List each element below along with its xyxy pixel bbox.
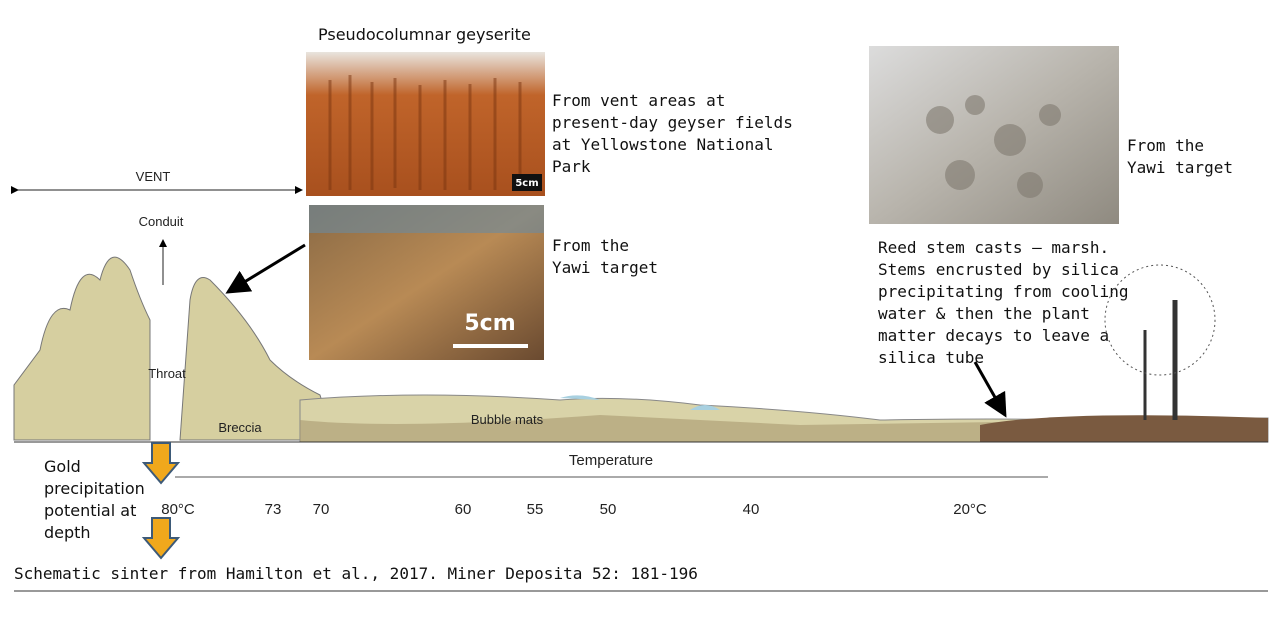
vent-left xyxy=(13,256,151,441)
note: at Yellowstone National xyxy=(552,135,774,154)
tick-label: 50 xyxy=(600,501,617,518)
scale-label: 5cm xyxy=(515,178,538,189)
note: water & then the plant xyxy=(878,304,1090,323)
tick-label: 80°C xyxy=(161,501,195,518)
note: silica tube xyxy=(878,348,984,367)
note: Stems encrusted by silica xyxy=(878,260,1119,279)
pointer-arrow xyxy=(225,243,306,294)
pools xyxy=(560,395,720,410)
down-arrow xyxy=(141,517,181,560)
tick-label: 60 xyxy=(455,501,472,518)
note: precipitation xyxy=(44,479,145,498)
tick-label: 55 xyxy=(527,501,544,518)
pointer-arrow xyxy=(973,361,1007,418)
note: From vent areas at xyxy=(552,91,725,110)
photo-background xyxy=(309,205,544,233)
note: Reed stem casts – marsh. xyxy=(878,238,1109,257)
photo-texture xyxy=(926,95,1061,198)
caption: Pseudocolumnar geyserite xyxy=(318,25,531,44)
note: From the xyxy=(552,236,629,255)
scale-label: 5cm xyxy=(464,311,515,336)
note: Park xyxy=(552,157,591,176)
tree xyxy=(1104,264,1216,420)
note: matter decays to leave a xyxy=(878,326,1109,345)
note: precipitating from cooling xyxy=(878,282,1128,301)
note: From the xyxy=(1127,136,1204,155)
label: Bubble mats xyxy=(471,412,544,427)
photo-reed xyxy=(869,46,1119,224)
note: Yawi target xyxy=(1127,158,1233,177)
label: VENT xyxy=(136,169,171,184)
note: Yawi target xyxy=(552,258,658,277)
down-arrow xyxy=(141,442,181,485)
label: Throat xyxy=(148,366,186,381)
soil xyxy=(980,415,1268,442)
tick-label: 73 xyxy=(265,501,282,518)
axis-title: Temperature xyxy=(569,452,653,469)
tick-label: 70 xyxy=(313,501,330,518)
photo-geyserite xyxy=(306,52,545,196)
scale-box xyxy=(512,174,542,191)
note: depth xyxy=(44,523,91,542)
tick-label: 20°C xyxy=(953,501,987,518)
citation: Schematic sinter from Hamilton et al., 2… xyxy=(14,564,698,583)
note: present-day geyser fields xyxy=(552,113,793,132)
tick-label: 40 xyxy=(743,501,760,518)
label: Conduit xyxy=(139,214,184,229)
note: Gold xyxy=(44,457,81,476)
note: potential at xyxy=(44,501,136,520)
photo-texture xyxy=(328,75,522,190)
label: Breccia xyxy=(218,420,262,435)
